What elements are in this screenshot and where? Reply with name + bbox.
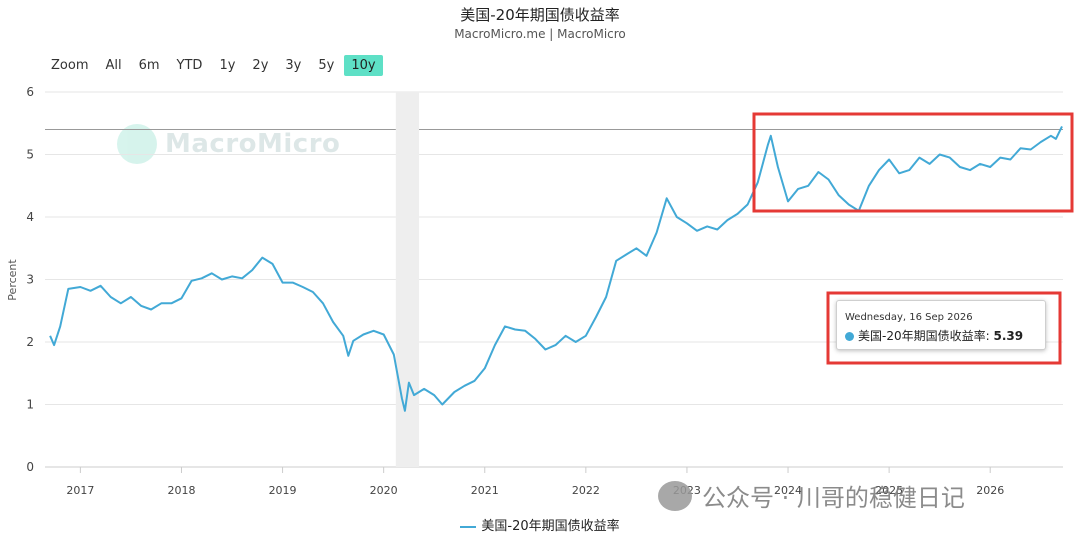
x-tick-label: 2026 [976,484,1004,497]
y-tick-label: 6 [26,85,34,99]
macromicro-logo-icon [117,124,157,164]
zoom-6m-button[interactable]: 6m [138,58,160,73]
x-tick-label: 2025 [875,484,903,497]
y-tick-label: 4 [26,210,34,224]
chart-title: 美国-20年期国债收益率 [460,6,620,24]
zoom-5y-button[interactable]: 5y [318,58,335,73]
y-tick-label: 1 [26,398,34,412]
tooltip-series: 美国-20年期国债收益率 [858,329,986,343]
zoom-ytd-button[interactable]: YTD [176,58,203,73]
legend-swatch-icon [460,525,477,528]
chart-legend[interactable]: 美国-20年期国债收益率 [0,515,1080,534]
chart-subtitle: MacroMicro.me | MacroMicro [454,27,626,41]
wechat-watermark-text: 公众号 · 川哥的稳健日记 [702,484,965,512]
x-tick-label: 2020 [370,484,398,497]
zoom-label: Zoom [51,58,89,73]
x-tick-label: 2017 [66,484,94,497]
tooltip-value: 5.39 [993,329,1024,343]
tooltip-line: 美国-20年期国债收益率: 5.39 [845,327,1023,344]
legend-label: 美国-20年期国债收益率 [481,519,620,534]
zoom-2y-button[interactable]: 2y [252,58,269,73]
zoom-bar: Zoom All 6m YTD 1y 2y 3y 5y 10y [44,55,386,76]
x-tick-label: 2024 [774,484,802,497]
wechat-icon [658,480,692,511]
y-tick-label: 0 [26,460,34,474]
tooltip-date: Wednesday, 16 Sep 2026 [845,312,973,323]
highlight-box-tooltip [826,291,1062,365]
y-tick-label: 5 [26,148,34,162]
zoom-3y-button[interactable]: 3y [285,58,302,73]
y-tick-label: 3 [26,273,34,287]
recession-band [395,92,420,467]
zoom-10y-button[interactable]: 10y [344,55,383,76]
y-axis-label: Percent [6,259,19,301]
zoom-all-button[interactable]: All [105,58,122,73]
data-tooltip: Wednesday, 16 Sep 2026 美国-20年期国债收益率: 5.3… [836,300,1046,350]
series-line [49,125,1063,412]
series-dot-icon [845,332,854,341]
highlight-box-recent [752,112,1074,213]
zoom-1y-button[interactable]: 1y [219,58,236,73]
y-tick-label: 2 [26,335,34,349]
x-tick-label: 2022 [572,484,600,497]
x-tick-label: 2018 [167,484,195,497]
x-tick-label: 2019 [269,484,297,497]
wechat-watermark: 公众号 · 川哥的稳健日记 [658,478,965,513]
x-tick-label: 2021 [471,484,499,497]
